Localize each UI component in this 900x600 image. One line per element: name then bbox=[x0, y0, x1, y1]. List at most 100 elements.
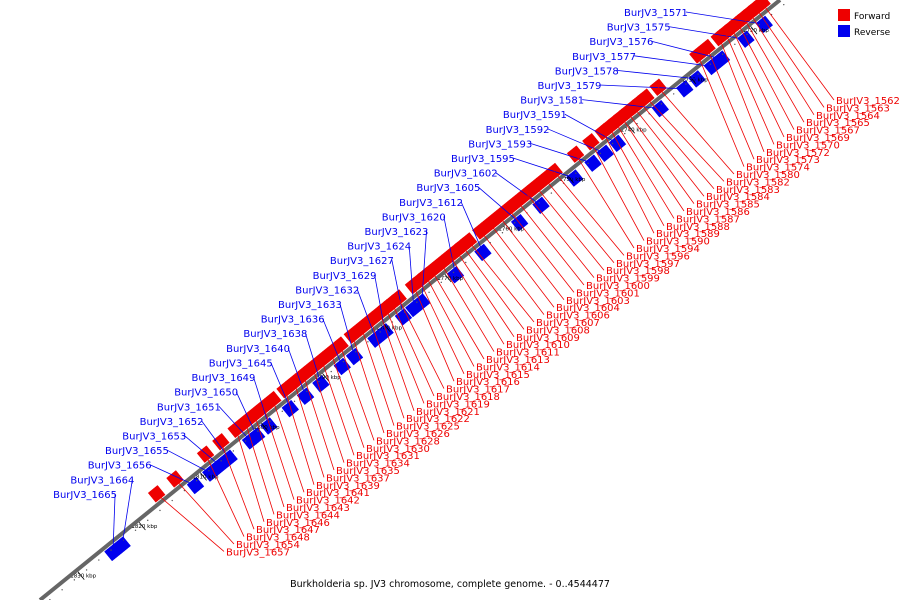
gene-label: BurJV3_1650 bbox=[174, 388, 238, 399]
gene-label: BurJV3_1562 bbox=[836, 96, 900, 107]
gene-leader bbox=[621, 116, 685, 212]
gene-leader bbox=[339, 303, 355, 357]
gene-leader bbox=[725, 32, 775, 145]
gene-label: BurJV3_1616 bbox=[456, 377, 520, 388]
gene-label: BurJV3_1633 bbox=[278, 300, 342, 311]
gene-label: BurJV3_1598 bbox=[606, 266, 670, 277]
gene-leader bbox=[220, 441, 255, 530]
gene-label: BurJV3_1619 bbox=[426, 399, 490, 410]
gene-label: BurJV3_1651 bbox=[157, 402, 221, 413]
gene-label: BurJV3_1621 bbox=[416, 407, 480, 418]
gene-leader bbox=[737, 22, 795, 130]
gene-label: BurJV3_1618 bbox=[436, 392, 500, 403]
minor-tick bbox=[342, 360, 345, 363]
minor-tick bbox=[379, 331, 381, 333]
gene-leader bbox=[553, 171, 625, 256]
minor-tick bbox=[746, 33, 748, 36]
gene-leader bbox=[616, 70, 698, 80]
gene-label: BurJV3_1597 bbox=[616, 259, 680, 270]
reverse-gene bbox=[565, 169, 584, 187]
gene-label: BurJV3_1627 bbox=[330, 256, 394, 267]
gene-label: BurJV3_1578 bbox=[555, 66, 619, 77]
gene-label: BurJV3_1622 bbox=[406, 414, 470, 425]
gene-label: BurJV3_1632 bbox=[295, 285, 359, 296]
gene-leader bbox=[706, 47, 755, 160]
gene-leader bbox=[312, 367, 345, 463]
gene-label: BurJV3_1606 bbox=[546, 311, 610, 322]
gene-label: BurJV3_1592 bbox=[486, 125, 550, 136]
gene-label: BurJV3_1620 bbox=[382, 212, 446, 223]
gene-label: BurJV3_1569 bbox=[786, 133, 850, 144]
gene-label: BurJV3_1614 bbox=[476, 362, 540, 373]
gene-leader bbox=[413, 285, 455, 382]
gene-label: BurJV3_1600 bbox=[586, 281, 650, 292]
gene-label: BurJV3_1574 bbox=[746, 163, 810, 174]
minor-tick bbox=[147, 519, 149, 522]
gene-label: BurJV3_1654 bbox=[236, 540, 300, 551]
gene-label: BurJV3_1640 bbox=[226, 344, 290, 355]
gene-leader bbox=[397, 297, 445, 389]
minor-tick bbox=[660, 103, 663, 105]
minor-tick bbox=[85, 569, 88, 571]
scale-tick-label: 1750 kbp bbox=[560, 177, 586, 183]
gene-label: BurJV3_1639 bbox=[316, 481, 380, 492]
minor-tick bbox=[697, 73, 699, 75]
minor-tick bbox=[452, 271, 455, 274]
gene-leader bbox=[174, 478, 235, 545]
gene-leader bbox=[385, 307, 425, 404]
gene-label: BurJV3_1599 bbox=[596, 274, 660, 285]
gene-leader bbox=[156, 493, 225, 552]
label-leaders bbox=[112, 2, 835, 553]
scale-tick bbox=[261, 422, 269, 432]
gene-label: BurJV3_1576 bbox=[589, 37, 653, 48]
gene-leader bbox=[421, 231, 427, 303]
minor-tick bbox=[110, 549, 112, 551]
scale-tick bbox=[77, 571, 85, 580]
gene-leader bbox=[599, 84, 685, 90]
minor-tick bbox=[354, 351, 357, 353]
gene-labels: BurJV3_1571 BurJV3_1575 BurJV3_1576 BurJV3_… bbox=[53, 8, 900, 558]
gene-label: BurJV3_1664 bbox=[70, 475, 134, 486]
minor-tick bbox=[232, 450, 235, 452]
gene-label: BurJV3_1635 bbox=[336, 466, 400, 477]
gene-leader bbox=[303, 374, 335, 471]
gene-leader bbox=[657, 86, 735, 175]
gene-label: BurJV3_1596 bbox=[626, 251, 690, 262]
scale-tick bbox=[689, 75, 697, 84]
gene-leader bbox=[547, 128, 606, 154]
scale-tick bbox=[138, 521, 146, 531]
gene-leader bbox=[455, 250, 515, 338]
gene-label: BurJV3_1591 bbox=[503, 110, 567, 121]
minor-tick bbox=[513, 222, 516, 224]
gene-label: BurJV3_1586 bbox=[686, 207, 750, 218]
minor-tick bbox=[98, 559, 100, 561]
gene-label: BurJV3_1629 bbox=[313, 271, 377, 282]
gene-leader bbox=[218, 405, 251, 442]
gene-leader bbox=[443, 216, 456, 275]
gene-leader bbox=[379, 312, 415, 411]
gene-leader bbox=[633, 106, 705, 197]
gene-label: BurJV3_1570 bbox=[776, 140, 840, 151]
gene-label: BurJV3_1602 bbox=[434, 169, 498, 180]
gene-leader bbox=[718, 37, 765, 152]
gene-leader bbox=[512, 157, 575, 179]
gene-leader bbox=[184, 435, 221, 466]
gene-leader bbox=[639, 101, 715, 190]
gene-leader bbox=[460, 201, 484, 253]
gene-label: BurJV3_1567 bbox=[796, 126, 860, 137]
gene-leader bbox=[330, 352, 365, 448]
gene-leader bbox=[339, 344, 375, 441]
gene-label: BurJV3_1601 bbox=[576, 288, 640, 299]
gene-label: BurJV3_1565 bbox=[806, 118, 870, 129]
minor-tick bbox=[244, 440, 247, 442]
gene-leader bbox=[235, 391, 258, 437]
gene-label: BurJV3_1594 bbox=[636, 244, 700, 255]
scale-tick-label: 1740 kbp bbox=[621, 127, 647, 133]
gene-label: BurJV3_1611 bbox=[496, 348, 560, 359]
gene-leader bbox=[287, 347, 306, 397]
scale-ticks: 1720 kbp 1730 kbp 1740 kbp 1750 kbp 1760 kbp… bbox=[49, 3, 785, 600]
minor-tick bbox=[440, 281, 442, 284]
forward-gene bbox=[566, 145, 585, 163]
reverse-gene bbox=[532, 196, 550, 215]
